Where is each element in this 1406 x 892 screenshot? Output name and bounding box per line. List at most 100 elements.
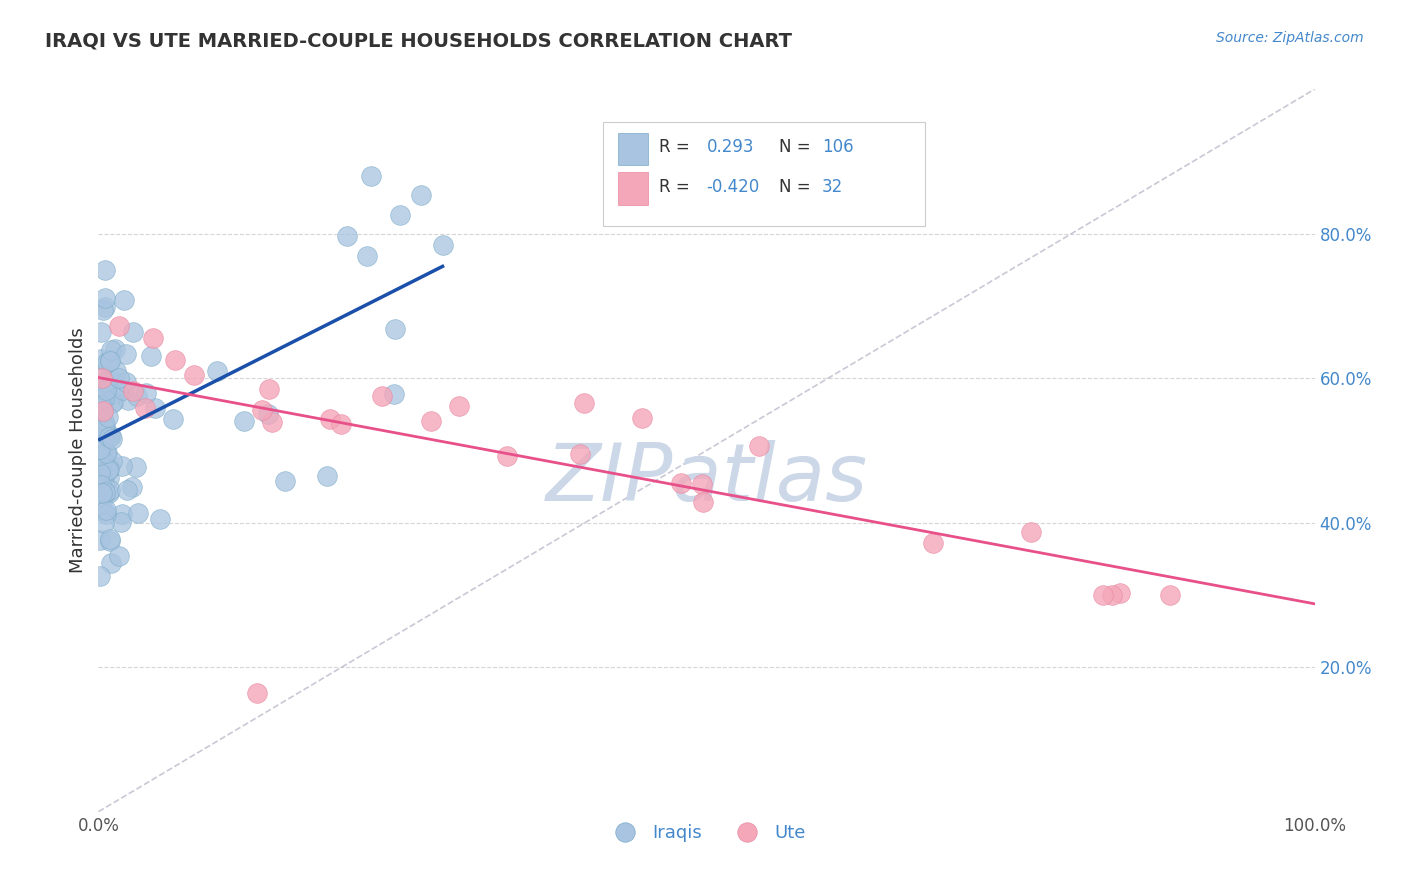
Point: [97, 463, 120, 477]
Point: [114, 293, 136, 307]
Point: [96, 384, 118, 399]
Point: [121, 384, 143, 399]
Text: -0.420: -0.420: [707, 178, 759, 195]
Point: [112, 383, 135, 397]
Point: [360, 169, 382, 183]
Point: [98, 486, 121, 500]
Point: [90, 456, 112, 470]
Point: [384, 322, 406, 336]
Point: [98, 354, 121, 368]
Point: [91, 381, 114, 395]
Point: [89, 389, 111, 403]
Point: [98, 532, 121, 546]
Point: [89, 533, 111, 547]
Point: [94, 376, 117, 390]
Point: [93, 415, 115, 429]
Point: [91, 302, 114, 317]
Point: [94, 262, 117, 277]
Point: [101, 373, 124, 387]
Point: [115, 376, 138, 390]
Point: [101, 387, 124, 401]
Point: [98, 430, 121, 444]
Point: [141, 349, 163, 363]
Point: [100, 343, 122, 357]
Point: [356, 248, 378, 262]
Point: [93, 516, 115, 531]
Point: [98, 534, 121, 549]
Point: [260, 415, 283, 429]
Point: [125, 389, 148, 403]
FancyBboxPatch shape: [617, 133, 648, 165]
Point: [94, 503, 117, 517]
Point: [101, 432, 124, 446]
Point: [94, 487, 117, 501]
Point: [93, 417, 115, 431]
Point: [108, 319, 131, 334]
Point: [90, 486, 112, 500]
Point: [89, 569, 111, 583]
Text: N =: N =: [779, 178, 811, 195]
Point: [90, 452, 112, 467]
Point: [1108, 586, 1130, 600]
Point: [93, 478, 115, 492]
Point: [409, 187, 432, 202]
Point: [336, 228, 359, 243]
Point: [117, 483, 139, 497]
Point: [94, 429, 117, 443]
Point: [257, 383, 280, 397]
Point: [669, 476, 692, 491]
Point: [98, 471, 121, 485]
Point: [96, 355, 118, 369]
Point: [89, 442, 111, 457]
Text: R =: R =: [659, 178, 690, 195]
Point: [90, 478, 112, 492]
Point: [100, 428, 122, 442]
Point: [631, 410, 654, 425]
Point: [91, 411, 114, 425]
Point: [108, 371, 131, 385]
Point: [90, 371, 112, 385]
Point: [96, 445, 118, 459]
Point: [319, 412, 342, 426]
Point: [89, 366, 111, 380]
Point: [89, 448, 111, 462]
Point: [250, 403, 273, 417]
Point: [371, 389, 394, 403]
Point: [89, 415, 111, 429]
Point: [97, 461, 120, 475]
Point: [94, 507, 117, 521]
Text: 0.293: 0.293: [707, 138, 754, 156]
Point: [114, 347, 136, 361]
Point: [93, 300, 115, 314]
Point: [690, 477, 713, 491]
Point: [94, 459, 117, 474]
Point: [257, 407, 280, 421]
Point: [245, 685, 267, 699]
Point: [100, 556, 122, 570]
Y-axis label: Married-couple Households: Married-couple Households: [69, 327, 87, 574]
Point: [162, 412, 184, 426]
Point: [91, 401, 114, 416]
Point: [94, 484, 117, 499]
Point: [148, 512, 170, 526]
FancyBboxPatch shape: [603, 121, 925, 227]
Point: [142, 331, 165, 345]
Point: [748, 439, 770, 453]
Point: [922, 535, 945, 549]
Point: [94, 383, 117, 397]
Point: [127, 506, 149, 520]
Point: [447, 399, 470, 413]
Point: [135, 386, 157, 401]
Point: [382, 387, 405, 401]
Point: [105, 364, 128, 378]
Point: [134, 401, 156, 416]
Point: [90, 392, 112, 407]
Point: [91, 433, 114, 447]
Point: [93, 391, 115, 405]
Text: IRAQI VS UTE MARRIED-COUPLE HOUSEHOLDS CORRELATION CHART: IRAQI VS UTE MARRIED-COUPLE HOUSEHOLDS C…: [45, 31, 792, 50]
Point: [90, 398, 112, 412]
Point: [111, 507, 134, 521]
Point: [91, 399, 114, 413]
Text: N =: N =: [779, 138, 811, 156]
Point: [110, 515, 132, 529]
